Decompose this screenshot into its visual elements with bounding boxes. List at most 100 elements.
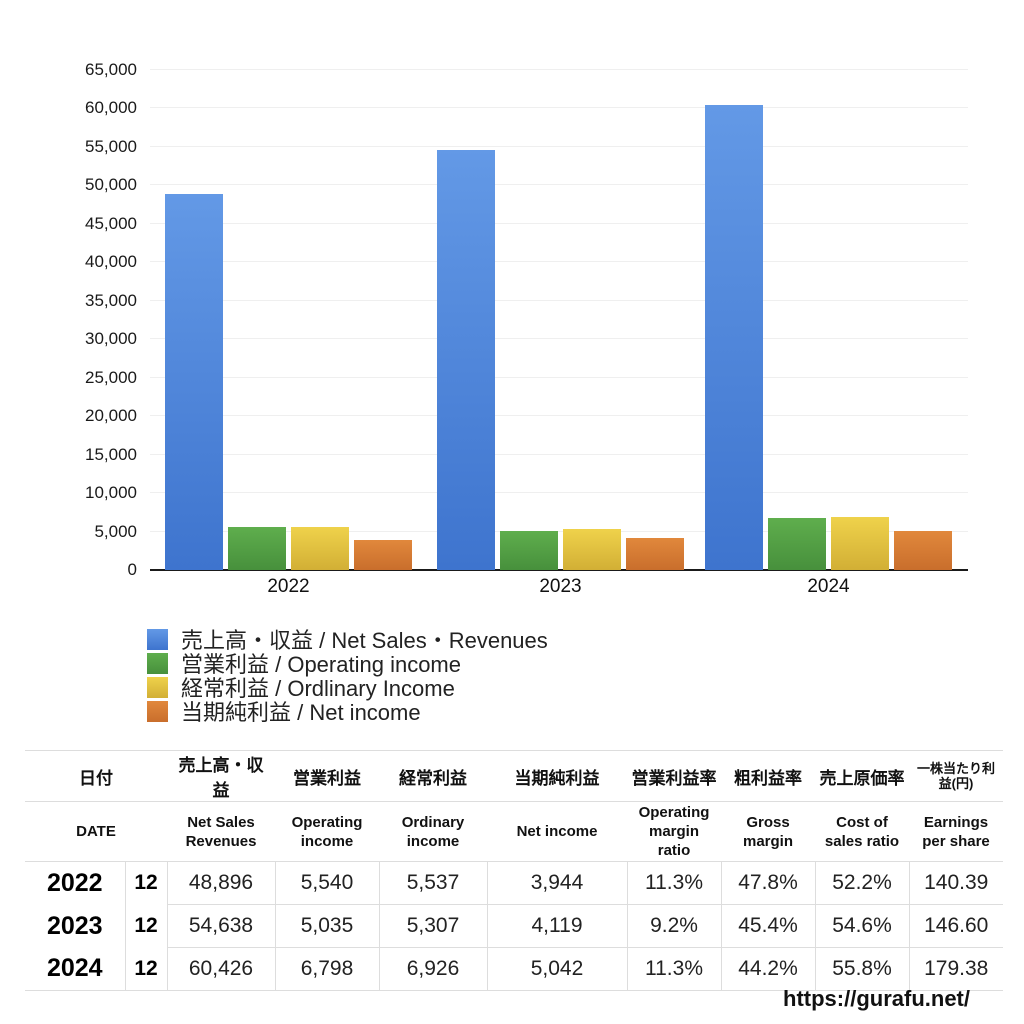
cell-value: 5,042 xyxy=(487,947,628,991)
bar-2022-net-sales-revenues xyxy=(165,193,223,570)
gridline xyxy=(150,530,968,532)
cell-value: 5,035 xyxy=(275,904,380,948)
y-axis-tick-label: 30,000 xyxy=(85,329,137,349)
table-header-row: DATE Net Sales Revenues Operating income Or… xyxy=(25,801,1003,862)
x-axis-tick-label: 2023 xyxy=(539,576,582,597)
column-header: DATE xyxy=(25,801,167,862)
legend-swatch xyxy=(147,652,168,674)
table-body: 2022 12 48,896 5,540 5,537 3,944 11.3% 47.8% 52.… xyxy=(25,861,1003,991)
table-row-2023: 2023 12 54,638 5,035 5,307 4,119 9.2% 45.4% 54.6… xyxy=(25,904,1003,948)
x-axis-tick-label: 2022 xyxy=(267,576,310,597)
legend-swatch xyxy=(147,676,168,698)
cell-value: 4,119 xyxy=(487,904,628,948)
y-axis-tick-label: 50,000 xyxy=(85,175,137,195)
chart-legend: 売上高・収益 / Net Sales・Revenues 営業利益 / Operat… xyxy=(147,627,548,725)
column-header: 当期純利益 xyxy=(487,750,627,802)
legend-swatch xyxy=(147,628,168,650)
column-header: Net income xyxy=(487,801,627,862)
cell-value: 179.38 xyxy=(909,947,1003,991)
legend-label: 当期純利益 / Net income xyxy=(181,700,421,725)
cell-value: 52.2% xyxy=(815,861,910,905)
gridline xyxy=(150,376,968,378)
column-header: Gross margin xyxy=(721,801,815,862)
plot-area: 0 5,000 10,000 15,000 20,000 25,000 30,000 35,0… xyxy=(85,60,968,597)
bar-group-2022 xyxy=(165,193,412,570)
cell-value: 5,537 xyxy=(379,861,488,905)
bar-2023-net-sales-revenues xyxy=(437,149,495,570)
cell-value: 11.3% xyxy=(627,947,722,991)
gridline xyxy=(150,299,968,301)
cell-value: 60,426 xyxy=(167,947,276,991)
x-axis-tick-label: 2024 xyxy=(807,576,850,597)
bar-2024-net-sales-revenues xyxy=(705,105,763,570)
bar-2023-net-income xyxy=(626,538,684,570)
gridline xyxy=(150,184,968,186)
bar-2022-ordlinary-income xyxy=(291,527,349,570)
y-axis-tick-label: 35,000 xyxy=(85,290,137,310)
cell-value: 47.8% xyxy=(721,861,816,905)
cell-month: 12 xyxy=(125,904,168,948)
cell-value: 11.3% xyxy=(627,861,722,905)
y-axis-tick-label: 55,000 xyxy=(85,136,137,156)
bar-2023-operating-income xyxy=(500,531,558,570)
gridline xyxy=(150,107,968,109)
y-axis-tick-label: 40,000 xyxy=(85,252,137,272)
bar-group-2023 xyxy=(437,149,684,570)
legend-item: 当期純利益 / Net income xyxy=(147,699,548,725)
gridline xyxy=(150,222,968,224)
legend-item: 売上高・収益 / Net Sales・Revenues xyxy=(147,627,548,653)
y-axis-tick-label: 20,000 xyxy=(85,406,137,426)
column-header: Cost of sales ratio xyxy=(815,801,909,862)
column-header: 営業利益率 xyxy=(627,750,721,802)
cell-month: 12 xyxy=(125,861,168,905)
gridline xyxy=(150,453,968,455)
cell-value: 146.60 xyxy=(909,904,1003,948)
column-header: 営業利益 xyxy=(275,750,379,802)
site-url: https://gurafu.net/ xyxy=(783,986,970,1011)
cell-value: 5,540 xyxy=(275,861,380,905)
column-header: Operating income xyxy=(275,801,379,862)
column-header: Ordinary income xyxy=(379,801,487,862)
y-axis-tick-label: 15,000 xyxy=(85,444,137,464)
cell-year: 2022 xyxy=(25,861,126,905)
bar-2024-net-income xyxy=(894,531,952,570)
gridline xyxy=(150,492,968,494)
legend-item: 営業利益 / Operating income xyxy=(147,651,548,677)
cell-year: 2023 xyxy=(25,904,126,948)
cell-value: 6,926 xyxy=(379,947,488,991)
y-axis-tick-label: 25,000 xyxy=(85,367,137,387)
table-row-2022: 2022 12 48,896 5,540 5,537 3,944 11.3% 47.8% 52.… xyxy=(25,861,1003,905)
cell-value: 55.8% xyxy=(815,947,910,991)
cell-value: 48,896 xyxy=(167,861,276,905)
column-header: 日付 xyxy=(25,750,167,802)
cell-value: 44.2% xyxy=(721,947,816,991)
y-axis-tick-label: 45,000 xyxy=(85,213,137,233)
legend-swatch xyxy=(147,700,168,722)
cell-value: 9.2% xyxy=(627,904,722,948)
bar-2022-operating-income xyxy=(228,527,286,570)
legend-label: 売上高・収益 / Net Sales・Revenues xyxy=(181,628,548,653)
legend-item: 経常利益 / Ordlinary Income xyxy=(147,675,548,701)
gridline xyxy=(150,338,968,340)
cell-month: 12 xyxy=(125,947,168,991)
financial-table: 日付 売上高・収益 営業利益 経常利益 当期純利益 営業利益率 粗利益率 売上原価率 一株当たり… xyxy=(25,750,1003,991)
cell-value: 45.4% xyxy=(721,904,816,948)
y-axis-tick-label: 5,000 xyxy=(94,521,137,541)
table-row-2024: 2024 12 60,426 6,798 6,926 5,042 11.3% 44.2% 55.… xyxy=(25,947,1003,991)
y-axis-tick-label: 0 xyxy=(127,560,137,579)
column-header: 売上原価率 xyxy=(815,750,909,802)
bar-2024-ordlinary-income xyxy=(831,516,889,570)
cell-value: 140.39 xyxy=(924,871,989,894)
column-header: Earnings per share xyxy=(909,801,1003,862)
legend-label: 経常利益 / Ordlinary Income xyxy=(181,676,455,701)
gridline xyxy=(150,69,968,70)
bar-2023-ordlinary-income xyxy=(563,529,621,570)
column-header: 一株当たり利益(円) xyxy=(909,750,1003,802)
gridline xyxy=(150,145,968,147)
cell-value: 54,638 xyxy=(167,904,276,948)
x-axis-line xyxy=(150,569,968,571)
bar-2022-net-income xyxy=(354,539,412,570)
legend-label: 営業利益 / Operating income xyxy=(181,652,461,677)
y-axis-tick-label: 60,000 xyxy=(85,98,137,118)
